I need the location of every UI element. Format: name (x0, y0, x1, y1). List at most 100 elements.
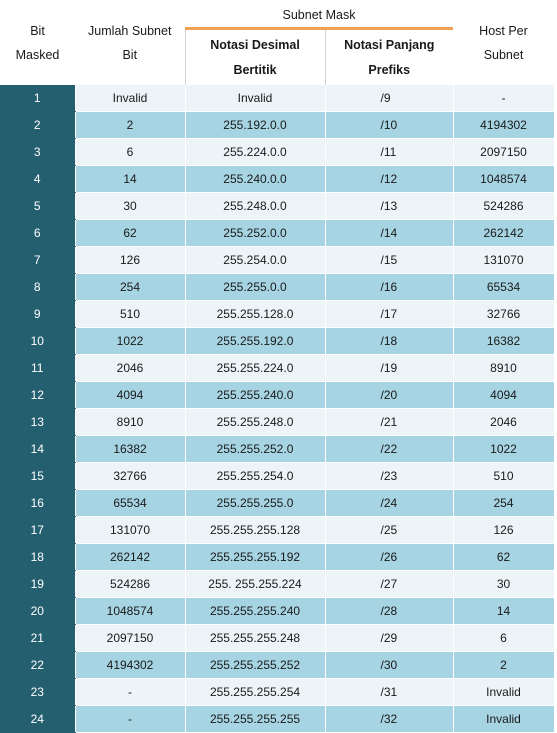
cell-hosts: 254 (453, 489, 555, 517)
cell-bit-masked: 19 (0, 570, 76, 598)
cell-hosts: 1048574 (453, 165, 555, 193)
cell-hosts: - (453, 85, 555, 112)
cell-bit-masked: 22 (0, 651, 76, 679)
table-row: 5 30 255.248.0.0/13 524286 (0, 192, 555, 220)
cell-bit-masked: 15 (0, 462, 76, 490)
cell-dotted-decimal: 255.252.0.0 (185, 219, 326, 247)
cell-bit-masked: 9 (0, 300, 76, 328)
table-row: 14 16382 255.255.252.0/22 1022 (0, 435, 555, 463)
cell-dotted-decimal: 255.255.254.0 (185, 462, 326, 490)
cell-subnet-count: 30 (75, 192, 186, 220)
cell-subnet-count: 65534 (75, 489, 186, 517)
table-row: 21 2097150 255.255.255.248/29 6 (0, 624, 555, 652)
cell-bit-masked: 3 (0, 138, 76, 166)
cell-dotted-decimal: 255.255.0.0 (185, 273, 326, 301)
table-row: 16 65534 255.255.255.0/24 254 (0, 489, 555, 517)
header-subnet-mask: Subnet Mask (185, 0, 453, 30)
cell-prefix: /27 (325, 570, 454, 598)
cell-prefix: /9 (325, 85, 454, 112)
cell-hosts: 2046 (453, 408, 555, 436)
cell-dotted-decimal: 255.192.0.0 (185, 111, 326, 139)
cell-bit-masked: 21 (0, 624, 76, 652)
table-row: 22 4194302 255.255.255.252/30 2 (0, 651, 555, 679)
header-bit-masked: Bit Masked (0, 0, 75, 85)
cell-hosts: 6 (453, 624, 555, 652)
cell-prefix: /28 (325, 597, 454, 625)
cell-hosts: 510 (453, 462, 555, 490)
cell-prefix: /29 (325, 624, 454, 652)
cell-dotted-decimal: 255.255.255.248 (185, 624, 326, 652)
cell-prefix: /24 (325, 489, 454, 517)
cell-hosts: 126 (453, 516, 555, 544)
table-row: 11 2046 255.255.224.0/19 8910 (0, 354, 555, 382)
table-row: 7 126 255.254.0.0/15 131070 (0, 246, 555, 274)
table-row: 18 262142 255.255.255.192/26 62 (0, 543, 555, 571)
table-row: 1 Invalid Invalid/9- (0, 85, 555, 112)
cell-prefix: /19 (325, 354, 454, 382)
cell-bit-masked: 1 (0, 85, 76, 112)
cell-prefix: /13 (325, 192, 454, 220)
cell-prefix: /25 (325, 516, 454, 544)
header-prefix-line2: Prefiks (368, 62, 411, 77)
cell-prefix: /31 (325, 678, 454, 706)
table-row: 15 32766 255.255.254.0/23 510 (0, 462, 555, 490)
cell-subnet-count: 4194302 (75, 651, 186, 679)
cell-bit-masked: 24 (0, 705, 76, 733)
cell-dotted-decimal: 255.240.0.0 (185, 165, 326, 193)
header-subnet-bits-line2: Bit (122, 47, 138, 62)
header-dotted-decimal: Notasi Desimal Bertitik (184, 30, 325, 85)
cell-subnet-count: 2 (75, 111, 186, 139)
cell-subnet-count: 14 (75, 165, 186, 193)
cell-subnet-count: 262142 (75, 543, 186, 571)
table-row: 2 2 255.192.0.0/10 4194302 (0, 111, 555, 139)
cell-subnet-count: 4094 (75, 381, 186, 409)
cell-bit-masked: 16 (0, 489, 76, 517)
cell-hosts: 131070 (453, 246, 555, 274)
table-header: Bit Masked Jumlah Subnet Bit Subnet Mask… (0, 0, 554, 85)
cell-prefix: /18 (325, 327, 454, 355)
cell-hosts: 4094 (453, 381, 555, 409)
cell-subnet-count: 126 (75, 246, 186, 274)
table-row: 6 62 255.252.0.0/14 262142 (0, 219, 555, 247)
cell-bit-masked: 10 (0, 327, 76, 355)
cell-bit-masked: 20 (0, 597, 76, 625)
cell-subnet-count: 131070 (75, 516, 186, 544)
table-body: 1 Invalid Invalid/9-2 2 255.192.0.0/10 419430… (0, 85, 555, 733)
cell-bit-masked: 13 (0, 408, 76, 436)
cell-hosts: 32766 (453, 300, 555, 328)
cell-prefix: /15 (325, 246, 454, 274)
cell-dotted-decimal: 255.255.248.0 (185, 408, 326, 436)
cell-dotted-decimal: 255.255.255.192 (185, 543, 326, 571)
cell-hosts: 2097150 (453, 138, 555, 166)
cell-prefix: /12 (325, 165, 454, 193)
cell-hosts: 1022 (453, 435, 555, 463)
table-row: 24-255.255.255.255/32 Invalid (0, 705, 555, 733)
cell-subnet-count: 6 (75, 138, 186, 166)
cell-dotted-decimal: 255.255.255.240 (185, 597, 326, 625)
cell-prefix: /22 (325, 435, 454, 463)
cell-subnet-count: 254 (75, 273, 186, 301)
header-dotted-decimal-line1: Notasi Desimal (210, 37, 300, 52)
cell-prefix: /20 (325, 381, 454, 409)
header-prefix-line1: Notasi Panjang (344, 37, 435, 52)
table-row: 10 1022 255.255.192.0/18 16382 (0, 327, 555, 355)
header-bit-masked-line2: Masked (15, 47, 60, 62)
cell-dotted-decimal: 255.248.0.0 (185, 192, 326, 220)
cell-subnet-count: - (75, 705, 186, 733)
cell-bit-masked: 12 (0, 381, 76, 409)
cell-prefix: /26 (325, 543, 454, 571)
cell-dotted-decimal: 255.255.224.0 (185, 354, 326, 382)
cell-hosts: 62 (453, 543, 555, 571)
cell-bit-masked: 14 (0, 435, 76, 463)
table-row: 3 6 255.224.0.0/11 2097150 (0, 138, 555, 166)
cell-bit-masked: 6 (0, 219, 76, 247)
header-bit-masked-line1: Bit (30, 23, 45, 38)
cell-prefix: /21 (325, 408, 454, 436)
cell-subnet-count: Invalid (75, 85, 186, 112)
cell-bit-masked: 18 (0, 543, 76, 571)
cell-dotted-decimal: 255.224.0.0 (185, 138, 326, 166)
cell-dotted-decimal: Invalid (185, 85, 326, 112)
cell-hosts: Invalid (453, 678, 555, 706)
cell-prefix: /17 (325, 300, 454, 328)
